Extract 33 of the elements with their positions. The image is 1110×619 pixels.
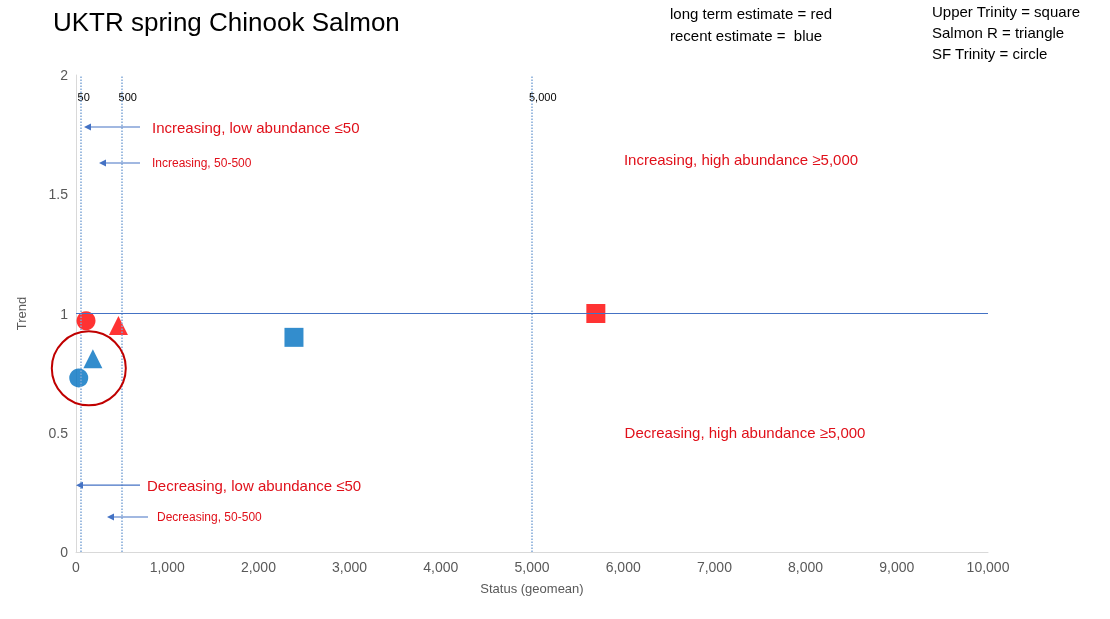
chart-title: UKTR spring Chinook Salmon (53, 7, 400, 37)
y-tick-label: 1.5 (48, 186, 69, 203)
text: long term estimate = red (670, 5, 833, 22)
ref-line-label: 5,000 (529, 90, 557, 103)
x-tick-label: 2,000 (240, 559, 277, 575)
annotation: Decreasing, 50-500 (157, 510, 263, 524)
x-axis-title: Status (geomean) (480, 581, 584, 596)
text: Salmon R = triangle (932, 24, 1065, 41)
x-tick-label: 5,000 (514, 559, 550, 575)
x-tick-label: 4,000 (423, 559, 459, 575)
text: SF Trinity = circle (932, 45, 1048, 62)
x-tick-label: 3,000 (332, 559, 368, 575)
x-tick-label: 10,000 (966, 559, 1010, 575)
annotation: Increasing, low abundance ≤50 (152, 118, 360, 136)
text: Upper Trinity = square (932, 3, 1080, 20)
annotation: Decreasing, low abundance ≤50 (147, 476, 362, 494)
y-tick-label: 1 (60, 305, 69, 322)
annotation: Increasing, high abundance ≥5,000 (623, 150, 859, 168)
x-tick-label: 0 (72, 559, 81, 575)
ref-line-label: 50 (77, 90, 90, 103)
x-tick-label: 6,000 (605, 559, 641, 575)
ref-line-label: 500 (118, 90, 137, 103)
y-tick-label: 0.5 (48, 424, 69, 441)
x-tick-label: 9,000 (879, 559, 915, 575)
y-axis-title: Trend (14, 296, 29, 331)
x-tick-label: 7,000 (696, 559, 733, 575)
x-tick-label: 1,000 (149, 559, 185, 575)
y-tick-label: 2 (60, 67, 69, 83)
x-tick-label: 8,000 (788, 559, 824, 575)
annotation: Decreasing, high abundance ≥5,000 (624, 423, 866, 441)
text: recent estimate = blue (670, 27, 823, 44)
y-tick-label: 0 (60, 544, 69, 560)
annotation: Increasing, 50-500 (152, 156, 252, 170)
